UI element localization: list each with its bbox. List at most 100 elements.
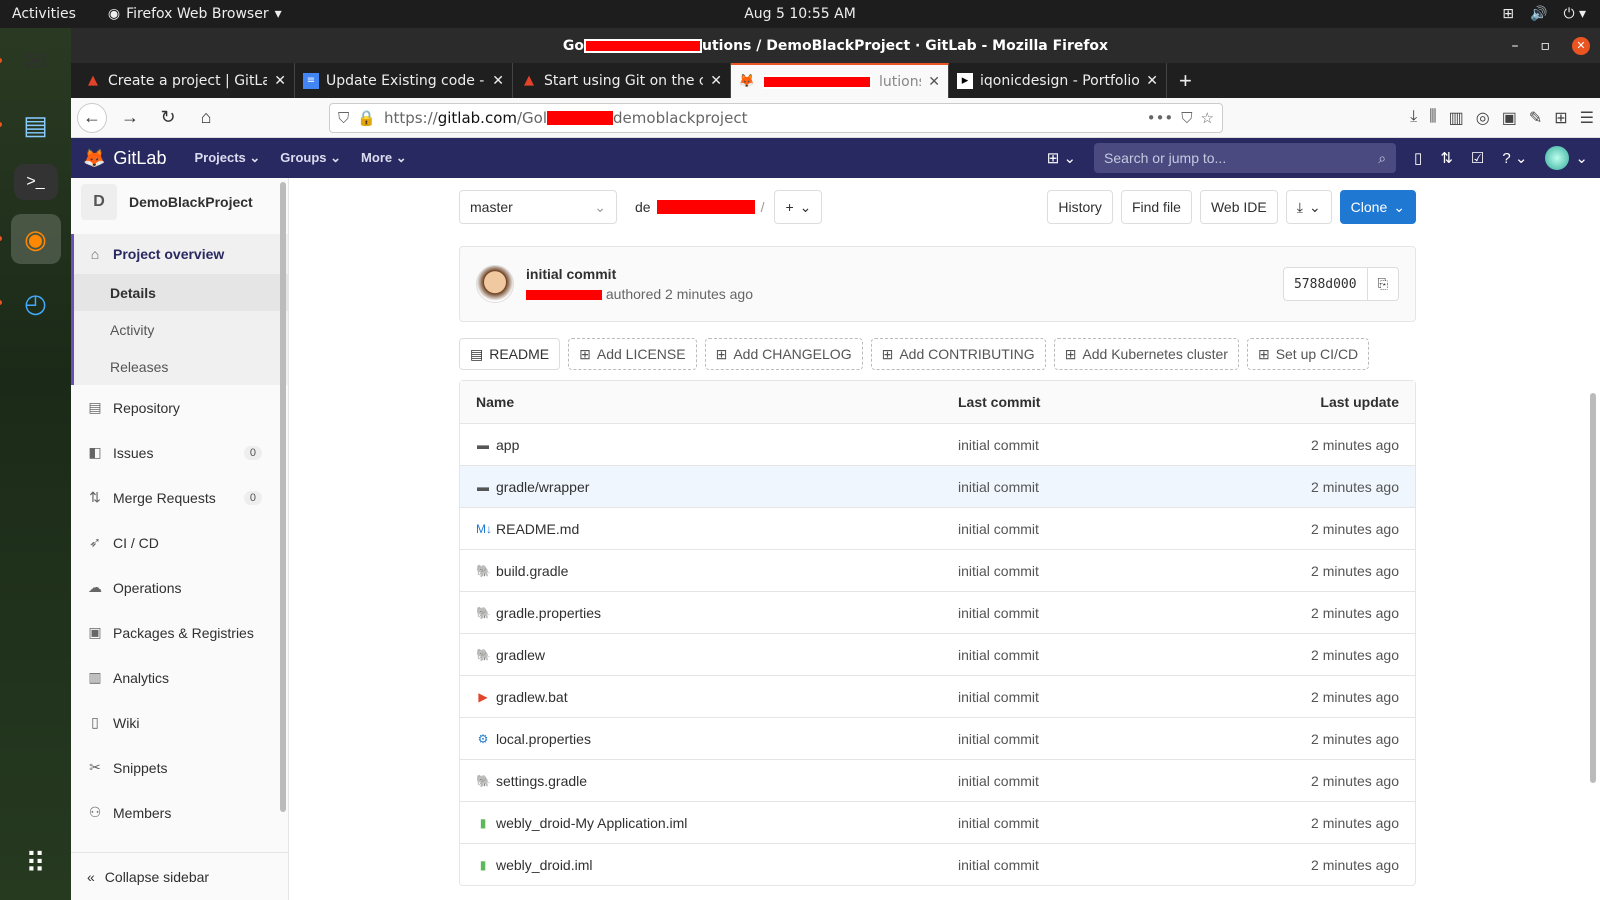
commit-link[interactable]: initial commit (958, 604, 1039, 621)
clone-button[interactable]: Clone ⌄ (1339, 190, 1416, 224)
add-changelog-button[interactable]: ⊞ Add CHANGELOG (704, 338, 863, 370)
sidebar-icon[interactable]: ▥ (1448, 109, 1464, 127)
copy-icon[interactable]: ⎘ (1366, 268, 1398, 300)
file-name-link[interactable]: settings.gradle (496, 772, 588, 789)
add-license-button[interactable]: ⊞ Add LICENSE (568, 338, 697, 370)
url-bar[interactable]: ⛉ 🔒 https://gitlab.com/Gol demoblackprojec… (329, 102, 1223, 133)
table-row[interactable]: ⚙ local.properties initial commit 2 minutes… (460, 717, 1415, 759)
file-name-link[interactable]: webly_droid.iml (496, 856, 593, 873)
bookmark-star-icon[interactable]: ☆ (1200, 108, 1214, 127)
maximize-icon[interactable]: ▫ (1540, 37, 1551, 54)
close-tab-icon[interactable]: ✕ (928, 73, 940, 90)
find-file-button[interactable]: Find file (1120, 190, 1192, 224)
commit-link[interactable]: initial commit (958, 772, 1039, 789)
show-apps-icon[interactable]: ⠿ (25, 848, 46, 879)
web-ide-button[interactable]: Web IDE (1199, 190, 1278, 224)
commit-link[interactable]: initial commit (958, 562, 1039, 579)
pocket-icon[interactable]: ⛉ (1181, 108, 1193, 127)
thunderbird-icon[interactable]: ✉ (0, 36, 61, 86)
history-button[interactable]: History (1047, 190, 1113, 224)
library-icon[interactable]: ⫼ (1429, 107, 1437, 125)
file-name-link[interactable]: app (496, 436, 520, 453)
close-tab-icon[interactable]: ✕ (710, 72, 722, 89)
file-name-link[interactable]: README.md (496, 520, 580, 537)
volume-icon[interactable]: 🔊 (1530, 6, 1548, 22)
table-row[interactable]: ▮ webly_droid-My Application.iml initial c… (460, 801, 1415, 843)
sidebar-project-header[interactable]: D DemoBlackProject (71, 178, 288, 226)
account-icon[interactable]: ◎ (1475, 109, 1490, 127)
close-tab-icon[interactable]: ✕ (1146, 72, 1158, 89)
readme-button[interactable]: ▤ README (459, 338, 561, 370)
sidebar-item-issues[interactable]: ◧ Issues 0 (71, 430, 288, 475)
app-menu[interactable]: ◉ Firefox Web Browser ▾ (107, 6, 282, 22)
branch-selector[interactable]: master ⌄ (459, 190, 617, 224)
todos-icon[interactable]: ☑ (1470, 150, 1485, 167)
more-icon[interactable]: ••• (1146, 108, 1174, 127)
tab-active-project[interactable]: 🦊 lutions ✕ (731, 63, 949, 98)
menu-projects[interactable]: Projects ⌄ (194, 150, 261, 165)
shield-icon[interactable]: ⛉ (338, 108, 350, 127)
network-icon[interactable]: ⊞ (1502, 6, 1514, 22)
sidebar-sub-details[interactable]: Details (74, 274, 288, 311)
eyedropper-icon[interactable]: ✎ (1528, 109, 1543, 127)
page-scrollbar[interactable] (1590, 393, 1596, 783)
file-name-link[interactable]: gradle.properties (496, 604, 602, 621)
commit-link[interactable]: initial commit (958, 478, 1039, 495)
table-row[interactable]: 🐘 gradlew initial commit 2 minutes ago (460, 633, 1415, 675)
files-icon[interactable]: ▤ (0, 100, 61, 150)
tab-update-code[interactable]: ≡ Update Existing code - G ✕ (295, 63, 513, 98)
sidebar-item-ci-cd[interactable]: ➶ CI / CD (71, 520, 288, 565)
sidebar-sub-releases[interactable]: Releases (110, 358, 169, 375)
close-tab-icon[interactable]: ✕ (274, 72, 286, 89)
table-row[interactable]: ▬ gradle/wrapper initial commit 2 minutes a… (460, 465, 1415, 507)
gitlab-logo[interactable]: 🦊 GitLab (83, 147, 167, 168)
screenshot-icon[interactable]: ▣ (1501, 109, 1517, 127)
download-icon[interactable]: ⤓ (1410, 107, 1418, 125)
home-button[interactable]: ⌂ (200, 107, 212, 127)
commit-link[interactable]: initial commit (958, 436, 1039, 453)
search-input[interactable]: Search or jump to... ⌕ (1094, 143, 1397, 173)
sidebar-scrollbar[interactable] (280, 182, 286, 812)
sidebar-item-packages-registries[interactable]: ▣ Packages & Registries (88, 624, 254, 641)
reload-button[interactable]: ↻ (160, 107, 176, 127)
table-row[interactable]: 🐘 settings.gradle initial commit 2 minutes … (460, 759, 1415, 801)
file-name-link[interactable]: build.gradle (496, 562, 569, 579)
back-button[interactable]: ← (77, 102, 107, 133)
commit-link[interactable]: initial commit (958, 814, 1039, 831)
commit-link[interactable]: initial commit (958, 730, 1039, 747)
user-menu[interactable]: ⌄ (1545, 146, 1588, 170)
table-row[interactable]: 🐘 build.gradle initial commit 2 minutes ago (460, 549, 1415, 591)
sidebar-item-members[interactable]: ⚇ Members (88, 804, 172, 821)
tab-create-project[interactable]: ▲ Create a project | GitLab ✕ (77, 63, 295, 98)
minimize-icon[interactable]: – (1511, 37, 1519, 54)
file-name-link[interactable]: local.properties (496, 730, 591, 747)
new-item-icon[interactable]: ⊞ ⌄ (1046, 150, 1077, 167)
commit-link[interactable]: initial commit (958, 856, 1039, 873)
table-row[interactable]: ▮ webly_droid.iml initial commit 2 minutes … (460, 843, 1415, 885)
set-up-ci-cd-button[interactable]: ⊞ Set up CI/CD (1246, 338, 1370, 370)
tab-start-git[interactable]: ▲ Start using Git on the co ✕ (513, 63, 731, 98)
collapse-sidebar-button[interactable]: «Collapse sidebar (71, 852, 288, 900)
extensions-icon[interactable]: ⊞ (1554, 109, 1568, 127)
table-row[interactable]: 🐘 gradle.properties initial commit 2 minute… (460, 591, 1415, 633)
commit-link[interactable]: initial commit (958, 520, 1039, 537)
timer-app-icon[interactable]: ◴ (0, 278, 61, 328)
firefox-dock-icon[interactable]: ◉ (0, 214, 61, 264)
sidebar-item-operations[interactable]: ☁ Operations (88, 579, 182, 596)
table-row[interactable]: ▶ gradlew.bat initial commit 2 minutes ago (460, 675, 1415, 717)
sidebar-sub-activity[interactable]: Activity (110, 321, 155, 338)
commit-title[interactable]: initial commit (526, 266, 617, 282)
menu-groups[interactable]: Groups ⌄ (280, 150, 342, 165)
merge-requests-header-icon[interactable]: ⇅ (1440, 150, 1453, 167)
forward-button[interactable]: → (121, 107, 139, 127)
sidebar-item-merge-requests[interactable]: ⇅ Merge Requests 0 (71, 475, 288, 520)
terminal-icon[interactable]: >_ (13, 164, 58, 200)
lock-icon[interactable]: 🔒 (357, 108, 376, 127)
sidebar-item-wiki[interactable]: ▯ Wiki (71, 700, 288, 745)
hamburger-menu-icon[interactable]: ☰ (1579, 109, 1594, 127)
help-icon[interactable]: ? ⌄ (1502, 150, 1528, 167)
table-row[interactable]: ▬ app initial commit 2 minutes ago (460, 423, 1415, 465)
file-name-link[interactable]: gradlew.bat (496, 688, 568, 705)
close-tab-icon[interactable]: ✕ (492, 72, 504, 89)
file-name-link[interactable]: webly_droid-My Application.iml (496, 814, 688, 831)
